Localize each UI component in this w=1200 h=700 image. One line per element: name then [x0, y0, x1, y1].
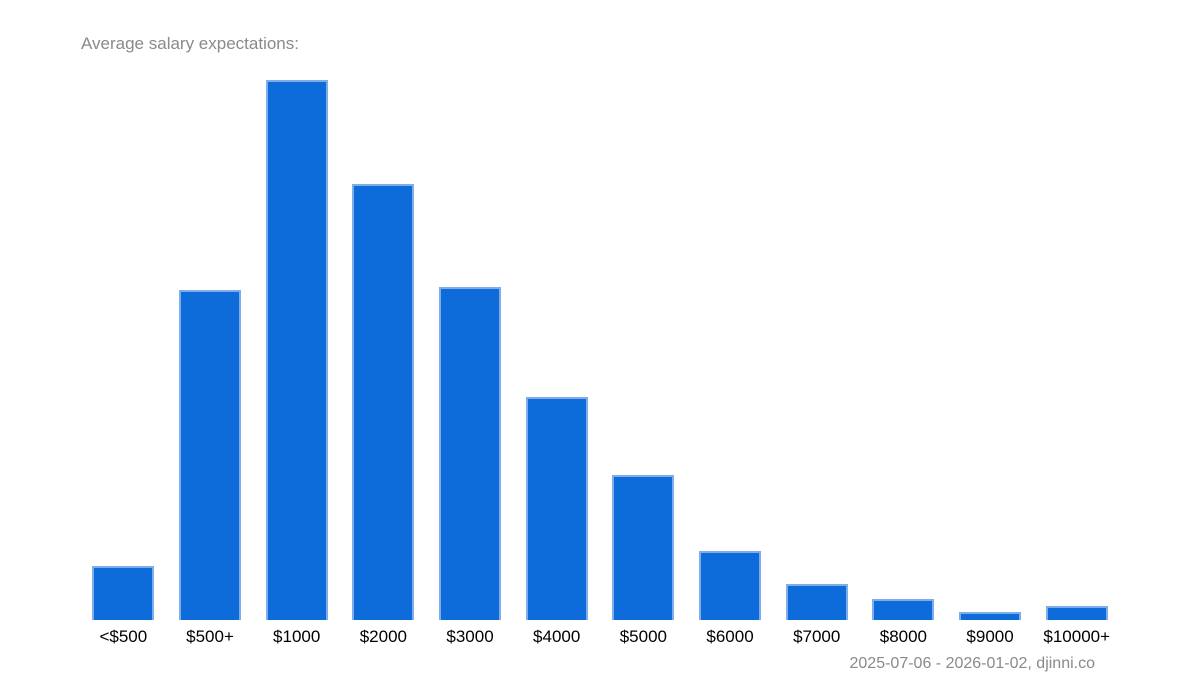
bar-slot — [427, 80, 514, 620]
bar-500 — [92, 566, 155, 620]
x-axis: <$500 $500+ $1000 $2000 $3000 $4000 $5000 $6000… — [80, 627, 1120, 647]
bar-3000 — [439, 287, 502, 620]
bar-8000 — [872, 599, 935, 620]
x-tick-label: $5000 — [619, 627, 667, 646]
bar-4000 — [525, 397, 588, 620]
x-tick-label: $3000 — [446, 627, 494, 646]
bar-slot — [253, 80, 340, 620]
x-tick-label: <$500 — [99, 627, 148, 646]
x-tick-label: $6000 — [706, 627, 754, 646]
x-tick-label: $4000 — [533, 627, 581, 646]
bar-6000 — [699, 551, 762, 620]
bar-5000 — [612, 475, 675, 620]
bar-1000 — [265, 80, 328, 620]
bar-slot — [167, 80, 254, 620]
bar-slot — [947, 80, 1034, 620]
x-tick-label: $10000+ — [1043, 627, 1111, 646]
bar-slot — [513, 80, 600, 620]
bar-slot — [773, 80, 860, 620]
bar-10000 — [1045, 606, 1108, 620]
bar-slot — [1033, 80, 1120, 620]
footer-caption: 2025-07-06 - 2026-01-02, djinni.co — [849, 655, 1096, 672]
bar-slot — [80, 80, 167, 620]
chart-title: Average salary expectations: — [81, 34, 299, 53]
x-tick-label: $8000 — [879, 627, 928, 646]
bar-slot — [340, 80, 427, 620]
x-tick-label: $9000 — [966, 627, 1014, 646]
bar-slot — [860, 80, 947, 620]
bar-9000 — [959, 612, 1022, 620]
x-tick-label: $7000 — [793, 627, 841, 646]
x-tick-label: $2000 — [359, 627, 407, 646]
bar-2000 — [352, 184, 415, 620]
plot-area — [80, 80, 1120, 620]
x-tick-label: $1000 — [273, 627, 321, 646]
bar-slot — [600, 80, 687, 620]
bar-7000 — [785, 584, 848, 620]
bar-500 — [179, 290, 241, 620]
x-tick-label: $500+ — [186, 627, 234, 646]
bar-slot — [687, 80, 774, 620]
